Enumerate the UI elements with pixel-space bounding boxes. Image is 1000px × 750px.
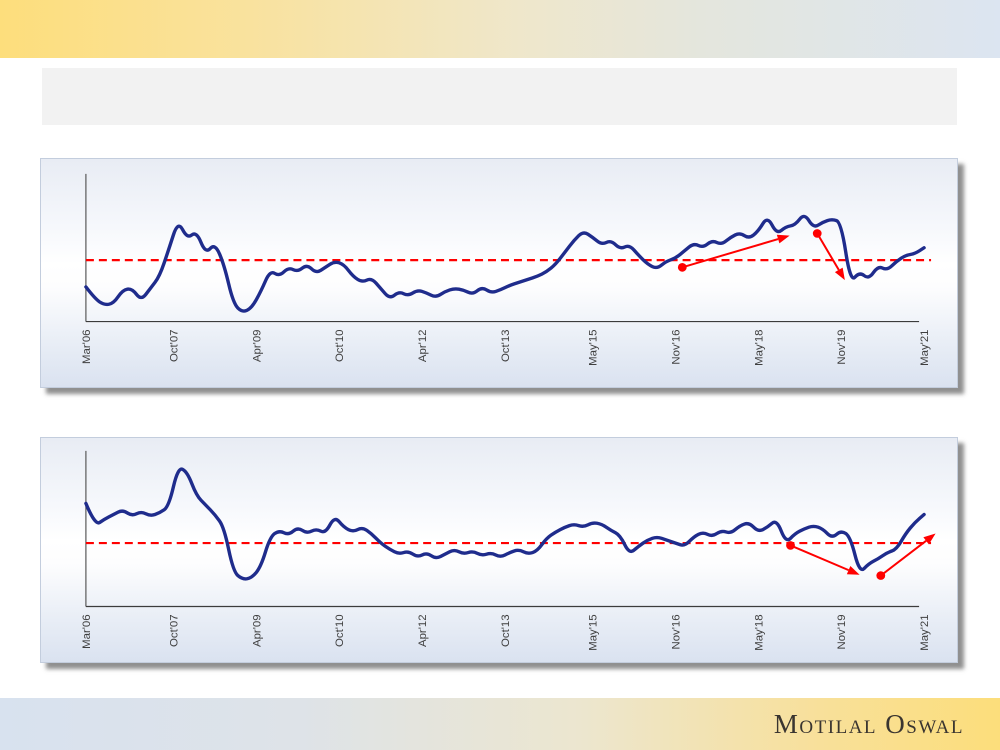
svg-text:Nov'16: Nov'16 [670, 614, 682, 649]
svg-text:Apr'09: Apr'09 [251, 330, 263, 363]
svg-text:Nov'19: Nov'19 [836, 330, 848, 365]
title-placeholder [42, 68, 957, 125]
chart-panel-bottom: Mar'06 Oct'07 Apr'09 Oct'10 Apr'12 Oct'13 May'… [40, 437, 958, 663]
header-gradient-bar [0, 0, 1000, 58]
line-chart-bottom: Mar'06 Oct'07 Apr'09 Oct'10 Apr'12 Oct'13 May'… [81, 450, 936, 651]
svg-text:Mar'06: Mar'06 [81, 614, 93, 648]
svg-text:May'15: May'15 [587, 614, 599, 650]
footer-gradient-bar: Motilal Oswal [0, 698, 1000, 750]
svg-text:Apr'12: Apr'12 [417, 614, 429, 647]
svg-text:Oct'13: Oct'13 [500, 614, 512, 647]
svg-text:May'15: May'15 [587, 330, 599, 366]
svg-text:May'21: May'21 [919, 330, 931, 366]
svg-text:May'18: May'18 [753, 614, 765, 650]
brand-logo: Motilal Oswal [773, 709, 964, 739]
svg-text:Oct'10: Oct'10 [334, 330, 346, 363]
svg-text:May'21: May'21 [919, 614, 931, 650]
svg-text:Apr'12: Apr'12 [417, 330, 429, 363]
svg-text:Oct'10: Oct'10 [334, 614, 346, 647]
chart-panel-top: Mar'06 Oct'07 Apr'09 Oct'10 Apr'12 Oct'13 May'… [40, 158, 958, 388]
svg-text:May'18: May'18 [753, 330, 765, 366]
svg-text:Nov'16: Nov'16 [670, 330, 682, 365]
line-chart-top: Mar'06 Oct'07 Apr'09 Oct'10 Apr'12 Oct'13 May'… [81, 173, 931, 366]
svg-text:Oct'13: Oct'13 [500, 330, 512, 363]
svg-text:Oct'07: Oct'07 [168, 614, 180, 647]
svg-text:Nov'19: Nov'19 [836, 614, 848, 649]
svg-text:Oct'07: Oct'07 [168, 330, 180, 363]
svg-text:Mar'06: Mar'06 [81, 330, 93, 364]
svg-text:Apr'09: Apr'09 [251, 614, 263, 647]
